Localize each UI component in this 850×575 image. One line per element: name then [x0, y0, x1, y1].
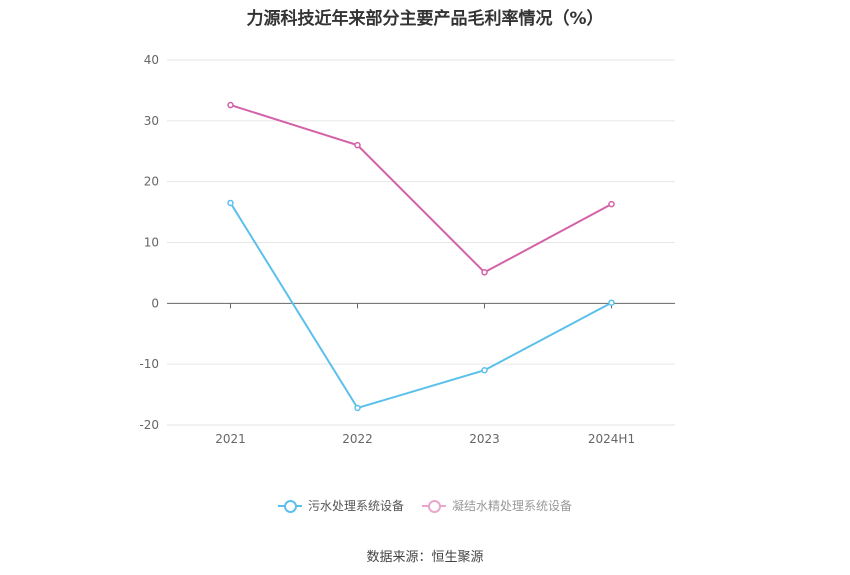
y-tick-label: -20 — [139, 418, 159, 432]
data-point-1-2[interactable] — [481, 269, 488, 276]
y-tick-label: 30 — [144, 114, 159, 128]
legend-marker-sewage — [277, 499, 302, 513]
x-axis: 2021 2022 2023 2024H1 — [167, 302, 675, 446]
legend-label-condensate: 凝结水精处理系统设备 — [452, 499, 573, 513]
legend-item-sewage[interactable]: 污水处理系统设备 — [277, 497, 404, 514]
x-tick-label: 2022 — [342, 432, 373, 446]
series-lines — [227, 101, 615, 412]
x-tick-label: 2023 — [469, 432, 500, 446]
data-point-0-3[interactable] — [608, 299, 615, 306]
series-line-1 — [230, 104, 612, 274]
y-tick-label: 20 — [144, 175, 159, 189]
x-tick-label: 2024H1 — [588, 432, 635, 446]
data-point-0-1[interactable] — [354, 404, 361, 412]
data-source-note: 数据来源：恒生聚源 — [366, 550, 484, 565]
data-point-0-0[interactable] — [227, 199, 234, 207]
legend-label-sewage: 污水处理系统设备 — [307, 499, 404, 513]
legend-item-condensate[interactable]: 凝结水精处理系统设备 — [422, 497, 572, 514]
legend-marker-condensate — [422, 499, 446, 513]
x-tick-label: 2021 — [215, 432, 246, 446]
data-point-0-2[interactable] — [481, 367, 488, 374]
gridlines — [167, 59, 675, 426]
data-point-1-3[interactable] — [608, 200, 615, 208]
legend: 污水处理系统设备 凝结水精处理系统设备 — [0, 497, 850, 514]
y-axis-ticks: -20 -10 0 10 20 30 40 — [139, 53, 159, 432]
y-tick-label: -10 — [139, 357, 159, 371]
y-tick-label: 40 — [144, 53, 159, 67]
series-line-0 — [229, 202, 612, 410]
chart-title: 力源科技近年来部分主要产品毛利率情况（%） — [246, 9, 604, 29]
data-point-1-0[interactable] — [227, 101, 234, 109]
data-point-1-1[interactable] — [354, 141, 361, 149]
y-tick-label: 10 — [144, 236, 159, 250]
y-tick-label: 0 — [151, 296, 159, 310]
